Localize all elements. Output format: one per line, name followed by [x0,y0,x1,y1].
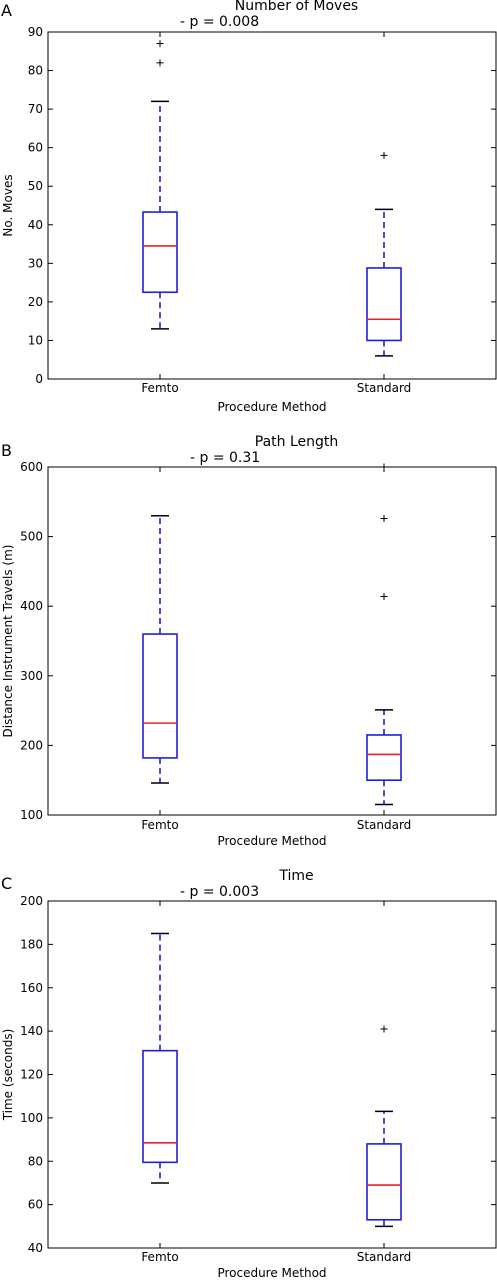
p-value-annotation: - p = 0.31 [190,450,260,466]
panel-letter: B [1,441,12,460]
y-axis-label: Time (seconds) [1,1029,15,1122]
y-tick-label: 200 [20,738,43,752]
y-tick-label: 100 [20,1111,43,1125]
y-tick-label: 70 [28,102,43,116]
y-tick-label: 500 [20,530,43,544]
x-tick-label: Femto [141,1250,178,1264]
plot-frame [47,900,497,1249]
box-standard [366,463,402,806]
box-iqr [142,633,178,759]
box-standard [366,151,402,357]
plot-frame [47,466,497,816]
x-axis-label: Procedure Method [217,834,326,848]
y-tick-label: 80 [28,1154,43,1168]
x-axis-label: Procedure Method [217,1266,326,1280]
box-iqr [366,1143,402,1221]
y-tick-label: 60 [28,141,43,155]
outlier-point [380,515,388,523]
chart-panel-a: A Number of Moves- p = 0.008 0 10 20 30 40 50 60… [1,0,497,414]
y-tick-label: 40 [28,218,43,232]
y-tick-label: 600 [20,460,43,474]
x-tick-label: Standard [357,381,412,395]
box-standard [366,1025,402,1228]
y-axis-label: Distance Instrument Travels (m) [1,545,15,738]
y-tick-label: 120 [20,1068,43,1082]
y-tick-label: 100 [20,808,43,822]
panel-letter: A [1,1,12,20]
outlier-point [380,151,388,159]
outlier-point [156,59,164,67]
chart-title: Time [278,868,313,884]
y-tick-label: 20 [28,295,43,309]
y-tick-label: 0 [35,372,43,386]
box-iqr [366,267,402,342]
outlier-point [380,463,388,471]
y-tick-label: 80 [28,64,43,78]
y-tick-label: 90 [28,25,43,39]
outlier-point [380,1025,388,1033]
panel-letter: C [1,874,12,893]
box-femto [142,932,178,1184]
outlier-point [156,40,164,48]
y-tick-label: 50 [28,179,43,193]
box-iqr [142,1049,178,1164]
y-tick-label: 400 [20,599,43,613]
p-value-annotation: - p = 0.003 [180,884,259,900]
x-axis-label: Procedure Method [217,400,326,414]
plot-frame [47,31,497,380]
y-tick-label: 60 [28,1198,43,1212]
y-tick-label: 10 [28,333,43,347]
x-tick-label: Femto [141,818,178,832]
chart-panel-c: C Time - p = 0.003 40 60 80 100 120 140 160 180 200… [1,868,497,1280]
y-tick-label: 300 [20,669,43,683]
y-tick-label: 40 [28,1241,43,1255]
y-tick-label: 140 [20,1024,43,1038]
outlier-point [380,592,388,600]
box-femto [142,40,178,330]
box-iqr [366,734,402,782]
chart-panel-b: B Path Length- p = 0.31 100 200 300 400 500 600… [1,434,497,848]
y-tick-label: 180 [20,937,43,951]
y-tick-label: 30 [28,256,43,270]
p-value-annotation: - p = 0.008 [180,14,259,30]
box-iqr [142,211,178,294]
box-femto [142,514,178,784]
y-tick-label: 160 [20,981,43,995]
x-tick-label: Standard [357,818,412,832]
y-axis-label: No. Moves [1,174,15,236]
x-tick-label: Femto [141,381,178,395]
chart-title: Path Length [255,434,339,450]
y-tick-label: 200 [20,894,43,908]
chart-title: Number of Moves [235,0,358,14]
x-tick-label: Standard [357,1250,412,1264]
